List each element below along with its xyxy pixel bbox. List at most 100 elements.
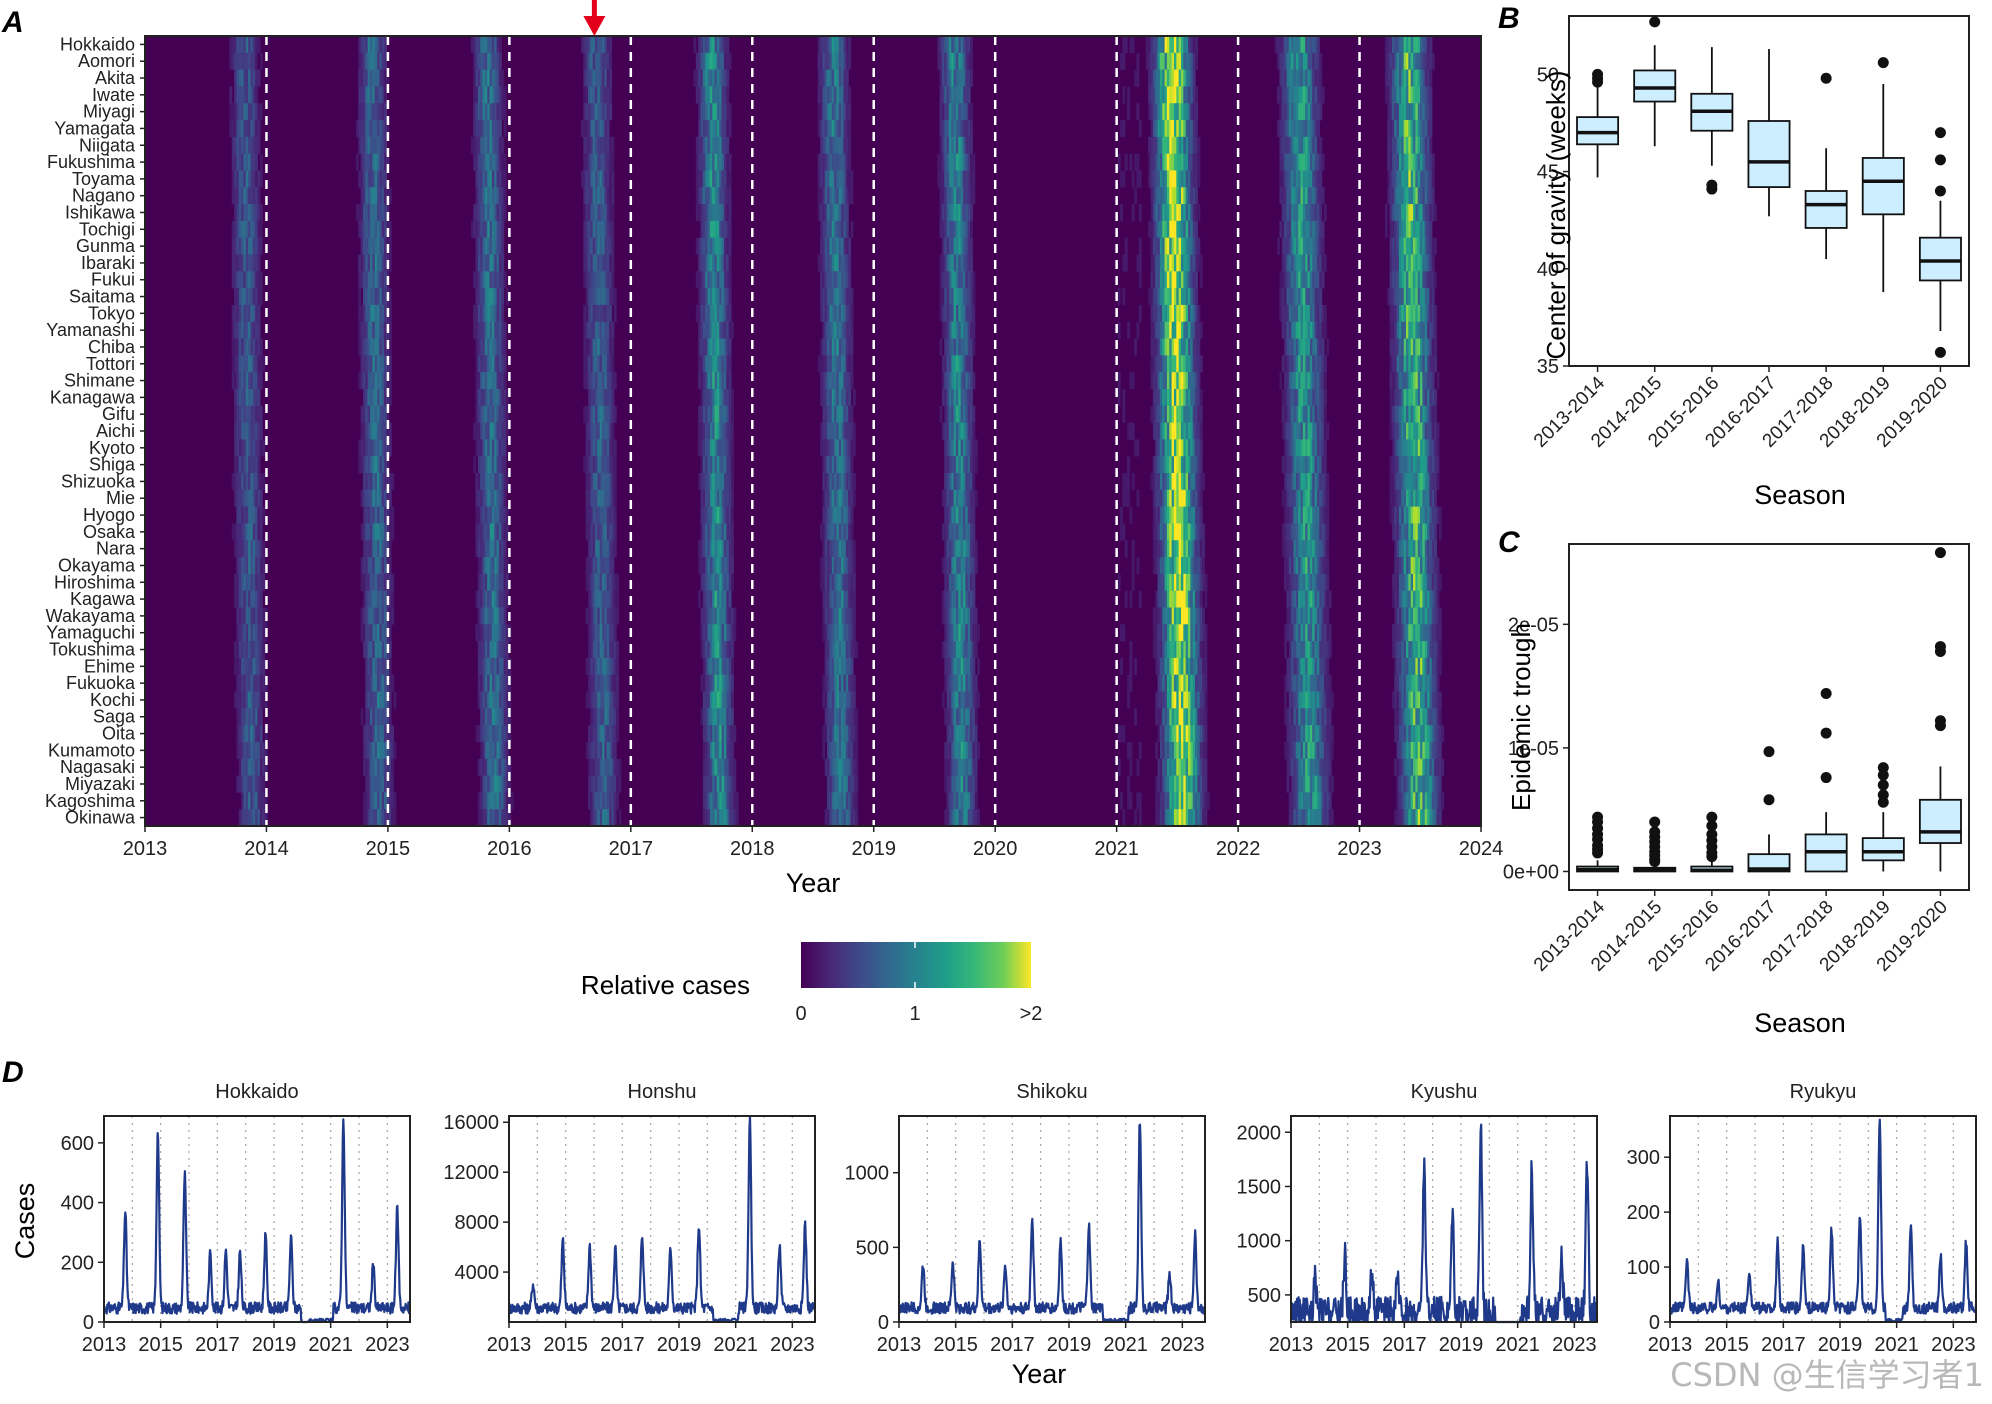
- heatmap-cell: [583, 220, 587, 238]
- heatmap-cell: [941, 237, 945, 255]
- heatmap-cell: [1169, 355, 1173, 373]
- heatmap-cell: [1166, 36, 1170, 54]
- heatmap-cell: [714, 153, 718, 171]
- heatmap-cell: [719, 36, 723, 54]
- heatmap-cell: [1293, 388, 1297, 407]
- heatmap-cell: [702, 288, 706, 306]
- heatmap-cell: [951, 52, 955, 70]
- heatmap-cell: [1429, 237, 1433, 255]
- heatmap-cell: [1180, 540, 1184, 558]
- heatmap-cell: [1302, 187, 1306, 205]
- heatmap-cell: [838, 254, 842, 272]
- heatmap-cell: [238, 103, 242, 121]
- heatmap-cell: [1316, 220, 1320, 238]
- heatmap-cell: [1413, 187, 1416, 205]
- heatmap-cell: [1157, 422, 1161, 440]
- heatmap-cell: [705, 456, 709, 474]
- heatmap-cell: [1424, 153, 1428, 171]
- heatmap-cell: [1323, 254, 1327, 272]
- heatmap-cell: [1199, 321, 1203, 339]
- heatmap-cell: [1180, 237, 1184, 255]
- heatmap-cell: [958, 506, 962, 524]
- heatmap-cell: [705, 473, 709, 491]
- heatmap-cell: [1406, 220, 1409, 238]
- heatmap-cell: [255, 422, 259, 440]
- heatmap-cell: [1291, 388, 1295, 407]
- heatmap-cell: [480, 304, 484, 323]
- heatmap-cell: [963, 338, 966, 356]
- heatmap-cell: [951, 355, 955, 373]
- heatmap-cell: [827, 120, 830, 138]
- heatmap-cell: [248, 540, 252, 558]
- heatmap-cell: [379, 439, 383, 457]
- heatmap-cell: [824, 523, 828, 541]
- heatmap-cell: [1180, 338, 1184, 356]
- heatmap-cell: [824, 69, 828, 87]
- heatmap-cell: [951, 456, 955, 474]
- heatmap-cell: [1284, 388, 1288, 407]
- heatmap-cell: [712, 321, 716, 339]
- heatmap-cell: [1284, 355, 1288, 373]
- heatmap-cell: [705, 170, 709, 188]
- heatmap-cell: [234, 456, 238, 474]
- heatmap-cell: [606, 456, 610, 474]
- heatmap-cell: [477, 304, 481, 323]
- heatmap-cell: [1422, 237, 1426, 255]
- heatmap-cell: [1305, 338, 1309, 356]
- heatmap-cell: [252, 557, 256, 575]
- heatmap-cell: [1312, 405, 1316, 423]
- heatmap-cell: [1178, 170, 1182, 188]
- heatmap-cell: [599, 523, 603, 541]
- heatmap-cell: [491, 557, 495, 575]
- heatmap-cell: [257, 338, 261, 356]
- heatmap-cell: [245, 489, 249, 507]
- heatmap-cell: [496, 136, 500, 154]
- heatmap-cell: [473, 204, 477, 222]
- heatmap-cell: [1302, 237, 1306, 255]
- heatmap-cell: [1391, 523, 1395, 541]
- heatmap-cell: [955, 103, 959, 121]
- heatmap-cell: [494, 254, 498, 272]
- heatmap-cell: [484, 557, 488, 575]
- heatmap-cell: [714, 288, 718, 306]
- heatmap-cell: [1162, 103, 1166, 121]
- heatmap-cell: [604, 36, 608, 54]
- heatmap-cell: [609, 388, 613, 407]
- heatmap-cell: [1152, 86, 1156, 104]
- heatmap-cell: [252, 237, 256, 255]
- heatmap-cell: [1413, 388, 1416, 407]
- heatmap-cell: [1150, 52, 1154, 70]
- heatmap-cell: [1138, 120, 1142, 138]
- heatmap-cell: [1422, 103, 1426, 121]
- heatmap-cell: [955, 321, 959, 339]
- heatmap-cell: [1293, 103, 1297, 121]
- heatmap-cell: [236, 86, 240, 104]
- heatmap-cell: [1415, 153, 1419, 171]
- heatmap-cell: [960, 456, 964, 474]
- heatmap-cell: [1319, 170, 1323, 188]
- heatmap-cell: [259, 489, 263, 507]
- heatmap-cell: [1323, 473, 1327, 491]
- heatmap-cell: [1122, 388, 1126, 407]
- heatmap-cell: [972, 170, 976, 188]
- heatmap-cell: [1293, 540, 1297, 558]
- heatmap-cell: [370, 187, 373, 205]
- heatmap-cell: [234, 439, 238, 457]
- heatmap-cell: [834, 120, 838, 138]
- heatmap-cell: [482, 506, 486, 524]
- heatmap-cell: [599, 355, 603, 373]
- heatmap-cell: [827, 271, 830, 289]
- heatmap-cell: [1314, 86, 1318, 104]
- heatmap-cell: [367, 170, 371, 188]
- heatmap-cell: [374, 439, 378, 457]
- heatmap-cell: [953, 506, 957, 524]
- heatmap-cell: [1302, 36, 1306, 54]
- heatmap-cell: [257, 439, 261, 457]
- heatmap-cell: [970, 103, 973, 121]
- heatmap-cell: [604, 187, 608, 205]
- heatmap-cell: [1410, 338, 1414, 356]
- heatmap-cell: [386, 187, 390, 205]
- heatmap-cell: [1408, 204, 1412, 222]
- heatmap-cell: [827, 473, 830, 491]
- heatmap-cell: [367, 439, 371, 457]
